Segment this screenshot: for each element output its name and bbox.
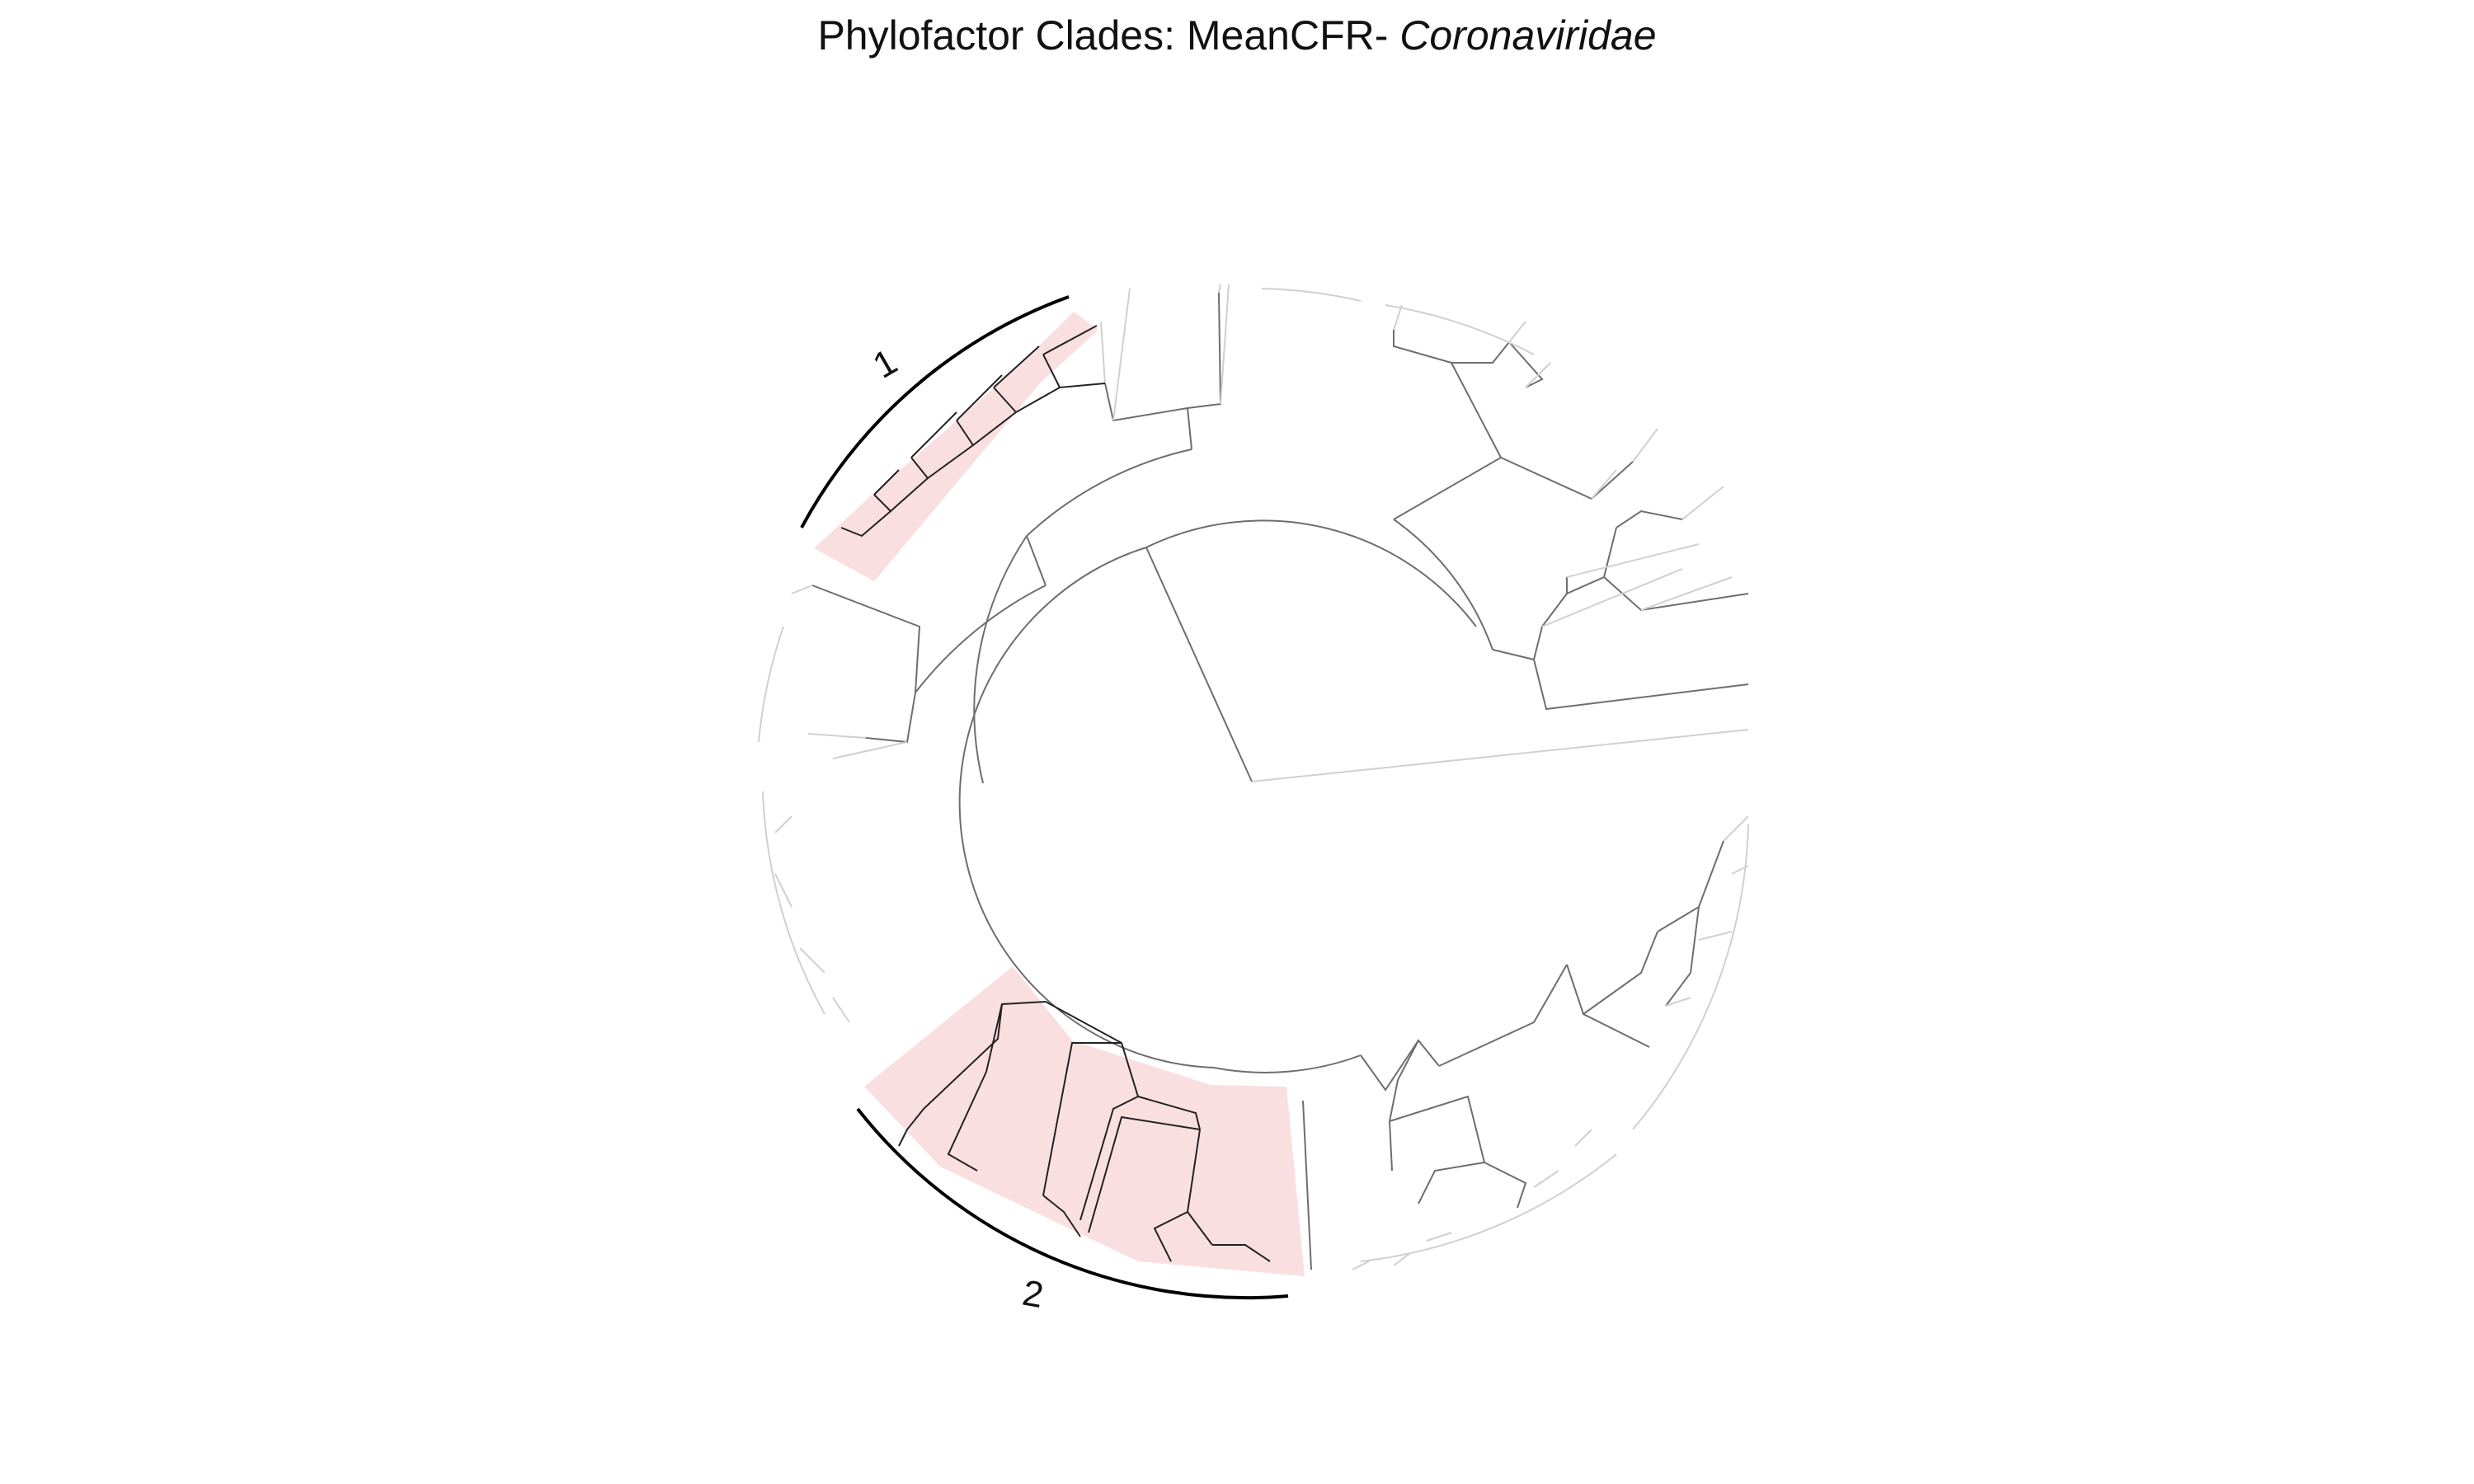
- title-prefix: Phylofactor Clades: MeanCFR-: [817, 12, 1400, 59]
- clade-2-arc: [856, 1107, 1289, 1300]
- clade-2-highlight: [864, 966, 1305, 1276]
- clade-1-label: 1: [867, 341, 905, 387]
- clade-2-label: 2: [1019, 1273, 1047, 1317]
- tree-terminal-branches: [758, 284, 1749, 1270]
- title-taxon: Coronaviridae: [1399, 12, 1657, 59]
- chart-title: Phylofactor Clades: MeanCFR- Coronavirid…: [0, 12, 2474, 59]
- clade-2-branches: [898, 1001, 1271, 1262]
- clade-1-highlight: [814, 312, 1098, 581]
- clade-1-arc: [800, 295, 1070, 528]
- clade-1-branches: [840, 325, 1106, 538]
